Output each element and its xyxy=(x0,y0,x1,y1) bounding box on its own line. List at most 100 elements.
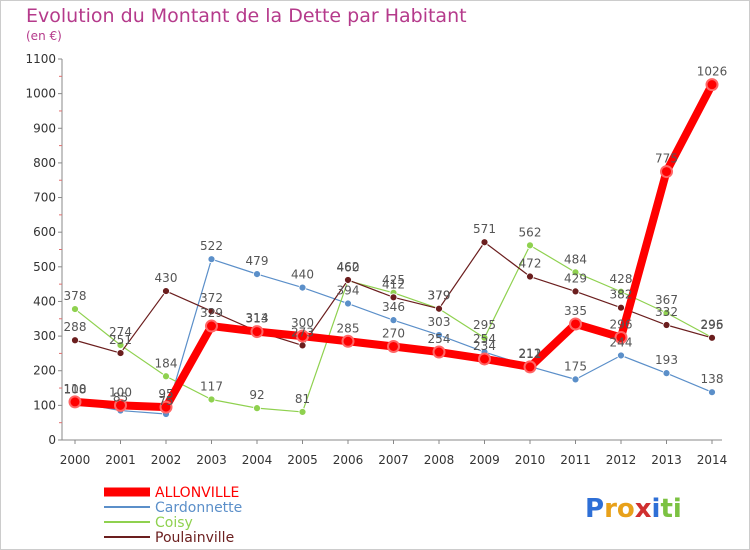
data-point xyxy=(708,388,716,397)
x-tick-label: 2009 xyxy=(469,453,500,467)
logo-letter: o xyxy=(617,494,635,524)
y-tick-label: 600 xyxy=(33,225,56,239)
y-tick-label: 100 xyxy=(33,398,56,412)
data-label: 329 xyxy=(200,306,223,320)
data-label: 110 xyxy=(64,382,87,396)
y-tick-label: 1000 xyxy=(25,87,56,101)
data-label: 775 xyxy=(655,152,678,166)
data-label: 440 xyxy=(291,268,314,282)
data-label: 117 xyxy=(200,379,223,393)
data-label: 379 xyxy=(428,289,451,303)
data-label: 303 xyxy=(428,315,451,329)
data-point xyxy=(708,333,716,342)
data-label: 379 xyxy=(428,289,451,303)
data-point xyxy=(662,308,671,317)
data-point xyxy=(480,238,489,247)
data-point xyxy=(162,372,170,381)
data-point xyxy=(478,352,491,366)
data-label: 274 xyxy=(109,325,132,339)
data-label: 314 xyxy=(246,311,269,325)
y-tick-label: 500 xyxy=(33,260,56,274)
data-label: 382 xyxy=(610,288,633,302)
data-label: 460 xyxy=(337,261,360,275)
data-label: 332 xyxy=(655,305,678,319)
data-label: 429 xyxy=(564,271,587,285)
data-point xyxy=(571,268,580,277)
proxiti-logo: Proxiti xyxy=(585,494,682,524)
data-point xyxy=(705,78,719,92)
data-point xyxy=(207,255,216,264)
data-label: 335 xyxy=(564,304,587,318)
logo-letter: t xyxy=(660,494,672,524)
data-label: 184 xyxy=(155,356,178,370)
data-label: 244 xyxy=(610,335,633,349)
logo-letter: P xyxy=(585,494,604,524)
x-tick-label: 2003 xyxy=(196,453,227,467)
data-label: 138 xyxy=(701,372,724,386)
data-label: 193 xyxy=(655,353,678,367)
x-tick-label: 2011 xyxy=(560,453,591,467)
data-label: 251 xyxy=(109,333,132,347)
data-point xyxy=(617,303,625,312)
data-label: 92 xyxy=(249,388,264,402)
data-label: 295 xyxy=(701,318,724,332)
data-label: 367 xyxy=(655,293,678,307)
y-tick-label: 400 xyxy=(33,294,56,308)
data-point xyxy=(71,336,79,345)
data-label: 571 xyxy=(473,222,496,236)
data-label: 372 xyxy=(200,291,223,305)
data-label: 313 xyxy=(246,312,269,326)
x-tick-label: 2010 xyxy=(515,453,546,467)
data-label: 270 xyxy=(382,326,405,340)
data-point xyxy=(298,341,307,350)
data-point xyxy=(114,398,127,412)
data-point xyxy=(569,317,582,331)
y-tick-label: 900 xyxy=(33,121,56,135)
x-tick-label: 2002 xyxy=(151,453,182,467)
x-tick-label: 2006 xyxy=(333,453,364,467)
data-label: 296 xyxy=(701,317,724,331)
data-point xyxy=(68,395,82,409)
data-point xyxy=(71,305,79,313)
x-tick-label: 2000 xyxy=(60,453,91,467)
data-point xyxy=(571,287,580,296)
y-tick-label: 1100 xyxy=(25,52,56,66)
data-label: 296 xyxy=(610,317,633,331)
x-tick-label: 2007 xyxy=(378,453,409,467)
data-point xyxy=(389,293,398,302)
x-tick-label: 2008 xyxy=(424,453,455,467)
data-point xyxy=(480,333,489,342)
data-label: 95 xyxy=(158,387,173,401)
data-label: 425 xyxy=(382,273,405,287)
logo-letter: r xyxy=(604,494,617,524)
legend-label-allonville: ALLONVILLE xyxy=(155,485,239,501)
data-point xyxy=(207,395,216,404)
data-label: 428 xyxy=(610,272,633,286)
data-point xyxy=(662,369,671,378)
data-label: 81 xyxy=(295,392,310,406)
legend-label-cardonnette: Cardonnette xyxy=(155,500,242,516)
data-label: 295 xyxy=(473,318,496,332)
data-label: 254 xyxy=(428,332,451,346)
data-point xyxy=(526,241,534,250)
legend-label-poulainville: Poulainville xyxy=(155,530,234,546)
data-point xyxy=(571,375,580,384)
y-tick-label: 200 xyxy=(33,364,56,378)
data-point xyxy=(162,287,170,295)
data-point xyxy=(435,331,443,339)
x-tick-label: 2014 xyxy=(697,453,728,467)
data-label: 75 xyxy=(158,394,173,408)
logo-letter: i xyxy=(673,494,682,524)
data-label: 100 xyxy=(109,385,132,399)
data-label: 85 xyxy=(113,391,128,405)
logo-letter: i xyxy=(652,494,661,524)
data-label: 462 xyxy=(337,260,360,274)
y-tick-label: 300 xyxy=(33,329,56,343)
data-label: 254 xyxy=(473,332,496,346)
data-point xyxy=(662,321,671,329)
y-tick-label: 700 xyxy=(33,191,56,205)
data-point xyxy=(660,165,673,179)
x-tick-label: 2004 xyxy=(242,453,273,467)
data-label: 1026 xyxy=(697,65,728,79)
